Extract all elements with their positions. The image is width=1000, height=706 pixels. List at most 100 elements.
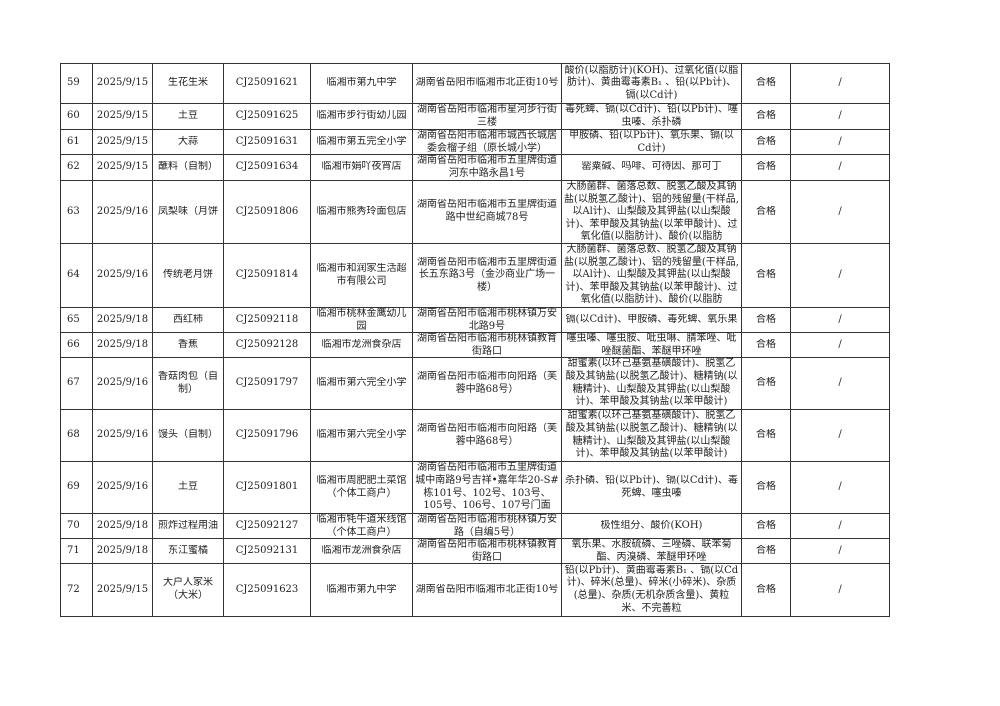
inspected-unit-text: 临湘市第六完全小学 — [316, 429, 407, 441]
test-items-text: 镉(以Cd计)、甲胺磷、毒死蜱、氧乐果 — [565, 313, 738, 325]
cell-inspected-unit: 临湘市和润家生活超市有限公司 — [310, 243, 413, 308]
cell-unit-address: 湖南省岳阳市临湘市星河步行街三楼 — [412, 103, 562, 130]
cell-sample-code: CJ25092128 — [223, 332, 311, 358]
inspected-unit-text: 临湘市第九中学 — [326, 77, 397, 89]
sample-code-text: CJ25091625 — [235, 110, 299, 122]
sample-code-text: CJ25091623 — [235, 583, 299, 595]
test-result-text: 合格 — [756, 110, 776, 122]
unit-address-text: 湖南省岳阳市临湘市五里牌街道城中南路9号吉祥•嘉年华20-S#栋101号、102… — [415, 462, 559, 512]
cell-inspected-unit: 临湘市熊秀玲面包店 — [310, 180, 413, 244]
cell-inspected-unit: 临湘市第六完全小学 — [310, 409, 413, 462]
cell-sample-code: CJ25091806 — [223, 180, 311, 244]
row-number-text: 65 — [67, 313, 80, 325]
table-row: 65 2025/9/18 西红柿 CJ25092118 临湘市桃林金鹰幼儿园 湖南省岳阳市… — [60, 307, 890, 333]
remark-text: / — [838, 135, 842, 147]
cell-remark: / — [790, 129, 890, 155]
cell-unit-address: 湖南省岳阳市临湘市北正街10号 — [412, 63, 562, 104]
sample-name-text: 香蕉 — [178, 338, 198, 350]
cell-sample-date: 2025/9/16 — [92, 180, 153, 244]
cell-test-items: 罂粟碱、吗啡、可待因、那可丁 — [561, 154, 742, 181]
cell-sample-code: CJ25091625 — [223, 103, 311, 130]
sample-code-text: CJ25091797 — [235, 377, 299, 389]
cell-sample-name: 西红柿 — [152, 307, 224, 333]
test-result-text: 合格 — [756, 135, 776, 147]
remark-text: / — [838, 583, 842, 595]
cell-sample-name: 生花生米 — [152, 63, 224, 104]
cell-remark: / — [790, 513, 890, 539]
cell-sample-code: CJ25091796 — [223, 409, 311, 462]
cell-test-items: 镉(以Cd计)、甲胺磷、毒死蜱、氧乐果 — [561, 307, 742, 333]
row-number-text: 66 — [67, 338, 80, 350]
cell-test-items: 氧乐果、水胺硫磷、三唑磷、联苯菊酯、丙溴磷、苯醚甲环唑 — [561, 538, 742, 564]
remark-text: / — [838, 161, 842, 173]
cell-sample-code: CJ25091623 — [223, 563, 311, 617]
cell-sample-code: CJ25091634 — [223, 154, 311, 181]
cell-row-number: 60 — [60, 103, 93, 130]
sample-name-text: 传统老月饼 — [163, 269, 213, 281]
sample-date-text: 2025/9/15 — [96, 135, 149, 147]
unit-address-text: 湖南省岳阳市临湘市五里牌街道长五东路3号（金沙商业广场一楼） — [417, 256, 557, 293]
table-row: 61 2025/9/15 大蒜 CJ25091631 临湘市第五完全小学 湖南省岳阳市临湘… — [60, 129, 890, 155]
cell-test-result: 合格 — [741, 129, 791, 155]
cell-row-number: 64 — [60, 243, 93, 308]
sample-date-text: 2025/9/15 — [96, 110, 149, 122]
table-row: 60 2025/9/15 土豆 CJ25091625 临湘市步行街幼儿园 湖南省岳阳市临湘… — [60, 103, 890, 130]
cell-unit-address: 湖南省岳阳市临湘市五里牌街道路中世纪商城78号 — [412, 180, 562, 244]
sample-name-text: 香菇肉包（自制） — [158, 370, 218, 395]
inspected-unit-text: 临湘市娟吖夜宵店 — [321, 161, 402, 173]
row-number-text: 70 — [67, 519, 80, 531]
row-number-text: 72 — [67, 583, 80, 595]
cell-unit-address: 湖南省岳阳市临湘市桃林镇教育街路口 — [412, 332, 562, 358]
inspection-results-table: 59 2025/9/15 生花生米 CJ25091621 临湘市第九中学 湖南省岳阳市临湘… — [60, 63, 890, 617]
row-number-text: 68 — [67, 429, 80, 441]
sample-code-text: CJ25091621 — [235, 77, 299, 89]
cell-test-items: 酸价(以脂肪计)(KOH)、过氧化值(以脂肪计)、黄曲霉毒素B₁ 、铅(以Pb计… — [561, 63, 742, 104]
cell-row-number: 71 — [60, 538, 93, 564]
test-result-text: 合格 — [756, 77, 776, 89]
test-result-text: 合格 — [756, 269, 776, 281]
sample-name-text: 馒头（自制） — [158, 429, 218, 441]
cell-test-items: 大肠菌群、菌落总数、脱氢乙酸及其钠盐(以脱氢乙酸计)、铝的残留量(干样品,以Al… — [561, 243, 742, 308]
cell-remark: / — [790, 461, 890, 514]
table-row: 70 2025/9/18 煎炸过程用油 CJ25092127 临湘市牦牛道米线馆（个体工… — [60, 513, 890, 539]
sample-date-text: 2025/9/16 — [96, 269, 149, 281]
cell-test-result: 合格 — [741, 307, 791, 333]
cell-test-result: 合格 — [741, 180, 791, 244]
cell-row-number: 67 — [60, 357, 93, 410]
inspected-unit-text: 临湘市第五完全小学 — [316, 135, 407, 147]
cell-test-items: 甜蜜素(以环己基氨基磺酸计)、脱氢乙酸及其钠盐(以脱氢乙酸计)、糖精钠(以糖精计… — [561, 357, 742, 410]
test-items-text: 甜蜜素(以环己基氨基磺酸计)、脱氢乙酸及其钠盐(以脱氢乙酸计)、糖精钠(以糖精计… — [565, 410, 738, 460]
cell-inspected-unit: 临湘市第九中学 — [310, 563, 413, 617]
table-row: 68 2025/9/16 馒头（自制） CJ25091796 临湘市第六完全小学 湖南省岳… — [60, 409, 890, 462]
sample-date-text: 2025/9/15 — [96, 77, 149, 89]
cell-unit-address: 湖南省岳阳市临湘市五里牌街道河东中路永昌1号 — [412, 154, 562, 181]
cell-sample-code: CJ25092127 — [223, 513, 311, 539]
table-row: 72 2025/9/15 大户人家米（大米） CJ25091623 临湘市第九中学 湖南省… — [60, 563, 890, 617]
cell-test-result: 合格 — [741, 103, 791, 130]
cell-inspected-unit: 临湘市周肥肥土菜馆（个体工商户） — [310, 461, 413, 514]
cell-test-result: 合格 — [741, 357, 791, 410]
cell-test-items: 噻虫嗪、噻虫胺、吡虫啉、腈苯唑、吡唑醚菌酯、苯醚甲环唑 — [561, 332, 742, 358]
sample-name-text: 大蒜 — [178, 135, 198, 147]
cell-sample-code: CJ25091621 — [223, 63, 311, 104]
cell-sample-date: 2025/9/18 — [92, 332, 153, 358]
cell-sample-code: CJ25091801 — [223, 461, 311, 514]
cell-row-number: 62 — [60, 154, 93, 181]
unit-address-text: 湖南省岳阳市临湘市北正街10号 — [415, 583, 559, 595]
cell-sample-name: 煎炸过程用油 — [152, 513, 224, 539]
cell-remark: / — [790, 103, 890, 130]
sample-name-text: 西红柿 — [173, 313, 203, 325]
row-number-text: 59 — [67, 77, 80, 89]
cell-row-number: 70 — [60, 513, 93, 539]
cell-test-items: 杀扑磷、铅(以Pb计)、镉(以Cd计)、毒死蜱、噻虫嗪 — [561, 461, 742, 514]
remark-text: / — [838, 338, 842, 350]
cell-sample-name: 香蕉 — [152, 332, 224, 358]
cell-test-items: 大肠菌群、菌落总数、脱氢乙酸及其钠盐(以脱氢乙酸计)、铝的残留量(干样品,以Al… — [561, 180, 742, 244]
remark-text: / — [838, 377, 842, 389]
cell-row-number: 68 — [60, 409, 93, 462]
remark-text: / — [838, 269, 842, 281]
cell-row-number: 65 — [60, 307, 93, 333]
cell-remark: / — [790, 357, 890, 410]
cell-row-number: 63 — [60, 180, 93, 244]
cell-remark: / — [790, 307, 890, 333]
